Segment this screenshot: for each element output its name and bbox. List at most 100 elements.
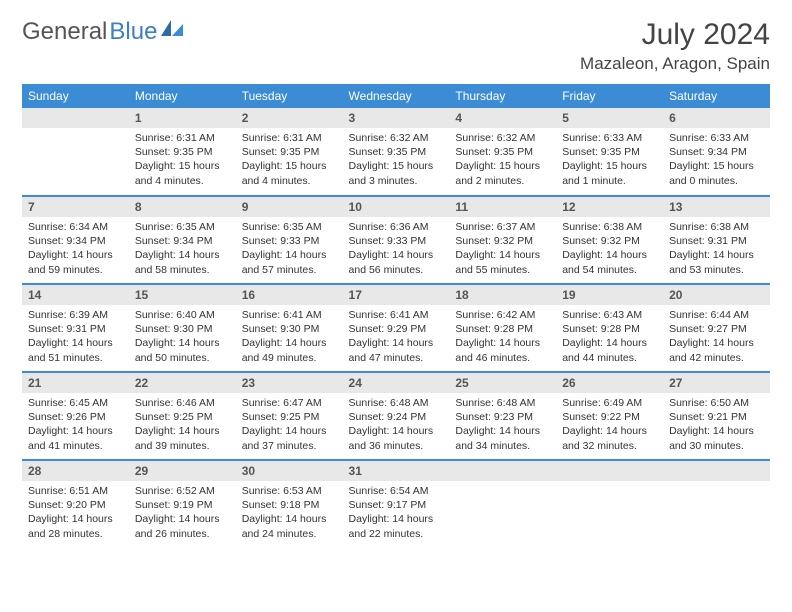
- calendar-week-row: 21Sunrise: 6:45 AMSunset: 9:26 PMDayligh…: [22, 372, 770, 460]
- calendar-day-cell: 8Sunrise: 6:35 AMSunset: 9:34 PMDaylight…: [129, 196, 236, 284]
- day-number: 5: [556, 108, 663, 128]
- day-details: Sunrise: 6:48 AMSunset: 9:24 PMDaylight:…: [343, 393, 450, 457]
- day-number: 14: [22, 285, 129, 305]
- day-details: Sunrise: 6:41 AMSunset: 9:29 PMDaylight:…: [343, 305, 450, 369]
- calendar-day-cell: 27Sunrise: 6:50 AMSunset: 9:21 PMDayligh…: [663, 372, 770, 460]
- day-number: 16: [236, 285, 343, 305]
- calendar-day-cell: 11Sunrise: 6:37 AMSunset: 9:32 PMDayligh…: [449, 196, 556, 284]
- weekday-header: Wednesday: [343, 84, 450, 108]
- calendar-day-cell: 5Sunrise: 6:33 AMSunset: 9:35 PMDaylight…: [556, 108, 663, 196]
- calendar-day-cell: 30Sunrise: 6:53 AMSunset: 9:18 PMDayligh…: [236, 460, 343, 548]
- day-details: Sunrise: 6:47 AMSunset: 9:25 PMDaylight:…: [236, 393, 343, 457]
- weekday-header: Thursday: [449, 84, 556, 108]
- day-details: Sunrise: 6:44 AMSunset: 9:27 PMDaylight:…: [663, 305, 770, 369]
- calendar-day-cell: 21Sunrise: 6:45 AMSunset: 9:26 PMDayligh…: [22, 372, 129, 460]
- calendar-week-row: 7Sunrise: 6:34 AMSunset: 9:34 PMDaylight…: [22, 196, 770, 284]
- day-number: 28: [22, 461, 129, 481]
- calendar-day-cell: 1Sunrise: 6:31 AMSunset: 9:35 PMDaylight…: [129, 108, 236, 196]
- location: Mazaleon, Aragon, Spain: [580, 54, 770, 74]
- calendar-day-cell: 14Sunrise: 6:39 AMSunset: 9:31 PMDayligh…: [22, 284, 129, 372]
- calendar-day-cell: 17Sunrise: 6:41 AMSunset: 9:29 PMDayligh…: [343, 284, 450, 372]
- calendar-day-cell: 24Sunrise: 6:48 AMSunset: 9:24 PMDayligh…: [343, 372, 450, 460]
- header: GeneralBlue July 2024 Mazaleon, Aragon, …: [22, 18, 770, 74]
- weekday-header: Friday: [556, 84, 663, 108]
- weekday-header: Saturday: [663, 84, 770, 108]
- calendar-day-cell: [556, 460, 663, 548]
- calendar-day-cell: 29Sunrise: 6:52 AMSunset: 9:19 PMDayligh…: [129, 460, 236, 548]
- day-number: 25: [449, 373, 556, 393]
- day-details: Sunrise: 6:40 AMSunset: 9:30 PMDaylight:…: [129, 305, 236, 369]
- day-details: Sunrise: 6:37 AMSunset: 9:32 PMDaylight:…: [449, 217, 556, 281]
- day-number: 6: [663, 108, 770, 128]
- day-details: Sunrise: 6:38 AMSunset: 9:32 PMDaylight:…: [556, 217, 663, 281]
- day-details: Sunrise: 6:49 AMSunset: 9:22 PMDaylight:…: [556, 393, 663, 457]
- day-details: Sunrise: 6:50 AMSunset: 9:21 PMDaylight:…: [663, 393, 770, 457]
- calendar-day-cell: 22Sunrise: 6:46 AMSunset: 9:25 PMDayligh…: [129, 372, 236, 460]
- calendar-week-row: 28Sunrise: 6:51 AMSunset: 9:20 PMDayligh…: [22, 460, 770, 548]
- day-number: 30: [236, 461, 343, 481]
- day-details: Sunrise: 6:35 AMSunset: 9:33 PMDaylight:…: [236, 217, 343, 281]
- day-details: Sunrise: 6:46 AMSunset: 9:25 PMDaylight:…: [129, 393, 236, 457]
- day-number: 17: [343, 285, 450, 305]
- calendar-day-cell: [663, 460, 770, 548]
- day-details: Sunrise: 6:33 AMSunset: 9:35 PMDaylight:…: [556, 128, 663, 192]
- calendar-week-row: 14Sunrise: 6:39 AMSunset: 9:31 PMDayligh…: [22, 284, 770, 372]
- calendar-day-cell: 31Sunrise: 6:54 AMSunset: 9:17 PMDayligh…: [343, 460, 450, 548]
- title-block: July 2024 Mazaleon, Aragon, Spain: [580, 18, 770, 74]
- logo-text-1: General: [22, 18, 107, 46]
- calendar-table: SundayMondayTuesdayWednesdayThursdayFrid…: [22, 84, 770, 548]
- day-number: 29: [129, 461, 236, 481]
- day-number: 2: [236, 108, 343, 128]
- day-details: Sunrise: 6:53 AMSunset: 9:18 PMDaylight:…: [236, 481, 343, 545]
- calendar-day-cell: 10Sunrise: 6:36 AMSunset: 9:33 PMDayligh…: [343, 196, 450, 284]
- day-number: 11: [449, 197, 556, 217]
- calendar-day-cell: 20Sunrise: 6:44 AMSunset: 9:27 PMDayligh…: [663, 284, 770, 372]
- calendar-day-cell: 23Sunrise: 6:47 AMSunset: 9:25 PMDayligh…: [236, 372, 343, 460]
- calendar-day-cell: 7Sunrise: 6:34 AMSunset: 9:34 PMDaylight…: [22, 196, 129, 284]
- weekday-header: Tuesday: [236, 84, 343, 108]
- day-number: 8: [129, 197, 236, 217]
- day-number: 19: [556, 285, 663, 305]
- day-number: 26: [556, 373, 663, 393]
- day-number: 24: [343, 373, 450, 393]
- calendar-header-row: SundayMondayTuesdayWednesdayThursdayFrid…: [22, 84, 770, 108]
- day-number: 12: [556, 197, 663, 217]
- day-details: Sunrise: 6:34 AMSunset: 9:34 PMDaylight:…: [22, 217, 129, 281]
- calendar-body: 1Sunrise: 6:31 AMSunset: 9:35 PMDaylight…: [22, 108, 770, 548]
- day-number: 18: [449, 285, 556, 305]
- calendar-day-cell: 13Sunrise: 6:38 AMSunset: 9:31 PMDayligh…: [663, 196, 770, 284]
- calendar-day-cell: 3Sunrise: 6:32 AMSunset: 9:35 PMDaylight…: [343, 108, 450, 196]
- day-details: Sunrise: 6:54 AMSunset: 9:17 PMDaylight:…: [343, 481, 450, 545]
- day-details: Sunrise: 6:31 AMSunset: 9:35 PMDaylight:…: [236, 128, 343, 192]
- day-number: 9: [236, 197, 343, 217]
- calendar-day-cell: 15Sunrise: 6:40 AMSunset: 9:30 PMDayligh…: [129, 284, 236, 372]
- day-number: 7: [22, 197, 129, 217]
- day-details: Sunrise: 6:33 AMSunset: 9:34 PMDaylight:…: [663, 128, 770, 192]
- day-number: 23: [236, 373, 343, 393]
- day-details: Sunrise: 6:39 AMSunset: 9:31 PMDaylight:…: [22, 305, 129, 369]
- day-details: Sunrise: 6:48 AMSunset: 9:23 PMDaylight:…: [449, 393, 556, 457]
- day-details: Sunrise: 6:35 AMSunset: 9:34 PMDaylight:…: [129, 217, 236, 281]
- day-number: 20: [663, 285, 770, 305]
- day-number: 10: [343, 197, 450, 217]
- day-number: 4: [449, 108, 556, 128]
- day-details: Sunrise: 6:38 AMSunset: 9:31 PMDaylight:…: [663, 217, 770, 281]
- logo-sail-icon: [161, 20, 183, 36]
- calendar-day-cell: 12Sunrise: 6:38 AMSunset: 9:32 PMDayligh…: [556, 196, 663, 284]
- day-number: 1: [129, 108, 236, 128]
- day-details: Sunrise: 6:51 AMSunset: 9:20 PMDaylight:…: [22, 481, 129, 545]
- logo-text-2: Blue: [109, 18, 157, 46]
- day-details: Sunrise: 6:45 AMSunset: 9:26 PMDaylight:…: [22, 393, 129, 457]
- month-title: July 2024: [580, 18, 770, 52]
- calendar-day-cell: [22, 108, 129, 196]
- day-details: Sunrise: 6:32 AMSunset: 9:35 PMDaylight:…: [343, 128, 450, 192]
- calendar-day-cell: 26Sunrise: 6:49 AMSunset: 9:22 PMDayligh…: [556, 372, 663, 460]
- day-details: Sunrise: 6:32 AMSunset: 9:35 PMDaylight:…: [449, 128, 556, 192]
- day-number: 15: [129, 285, 236, 305]
- day-details: Sunrise: 6:31 AMSunset: 9:35 PMDaylight:…: [129, 128, 236, 192]
- day-number-empty: [449, 461, 556, 481]
- day-number-empty: [663, 461, 770, 481]
- calendar-day-cell: 19Sunrise: 6:43 AMSunset: 9:28 PMDayligh…: [556, 284, 663, 372]
- calendar-day-cell: 18Sunrise: 6:42 AMSunset: 9:28 PMDayligh…: [449, 284, 556, 372]
- calendar-page: GeneralBlue July 2024 Mazaleon, Aragon, …: [0, 0, 792, 566]
